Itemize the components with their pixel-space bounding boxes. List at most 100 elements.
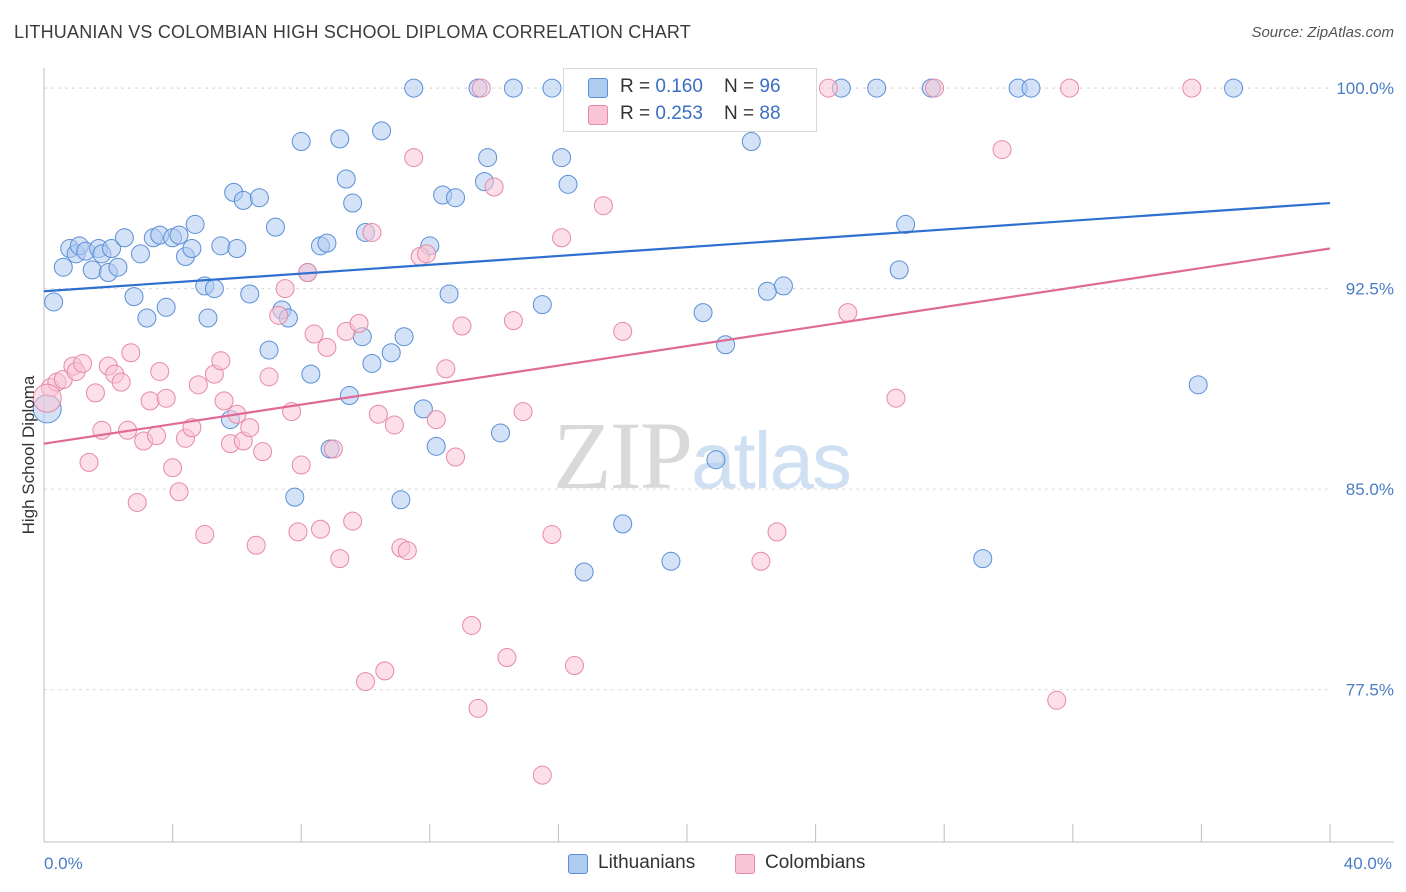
data-point <box>413 399 433 419</box>
data-point <box>121 343 141 363</box>
data-point <box>285 487 305 507</box>
legend-swatch-lithuanians <box>588 78 608 98</box>
data-point <box>532 295 552 315</box>
data-point <box>32 383 62 413</box>
data-point <box>304 324 324 344</box>
data-point <box>552 148 572 168</box>
data-point <box>343 193 363 213</box>
data-point <box>114 228 134 248</box>
data-point <box>593 196 613 216</box>
data-point <box>552 228 572 248</box>
axis-labels: 100.0% 92.5% 85.0% 77.5% 0.0% 40.0% High Schoo… <box>19 79 1394 873</box>
data-point <box>513 402 533 422</box>
data-point <box>867 78 887 98</box>
data-point <box>404 78 424 98</box>
x-tick-label: 40.0% <box>1344 854 1392 873</box>
data-point <box>372 121 392 141</box>
data-point <box>503 311 523 331</box>
data-point <box>558 174 578 194</box>
data-point <box>613 321 633 341</box>
data-point <box>204 279 224 299</box>
data-point <box>195 525 215 545</box>
data-point <box>426 436 446 456</box>
data-point <box>246 535 266 555</box>
data-point <box>391 490 411 510</box>
data-point <box>484 177 504 197</box>
data-point <box>992 140 1012 160</box>
data-point <box>757 281 777 301</box>
data-point <box>1047 690 1067 710</box>
data-point <box>150 361 170 381</box>
source-label: Source: ZipAtlas.com <box>1251 24 1394 41</box>
data-point <box>185 214 205 234</box>
data-point <box>1021 78 1041 98</box>
grid-lines <box>44 87 1332 691</box>
legend-n-value: 96 <box>759 76 781 97</box>
data-point <box>452 316 472 336</box>
data-point <box>124 287 144 307</box>
data-point <box>249 188 269 208</box>
data-point <box>288 522 308 542</box>
data-point <box>542 525 562 545</box>
trend-line-colombians <box>43 247 1331 445</box>
data-point <box>889 260 909 280</box>
legend-label-lithuanians: Lithuanians <box>598 852 696 873</box>
y-tick-label: 85.0% <box>1346 480 1394 499</box>
data-point <box>349 313 369 333</box>
data-point <box>253 442 273 462</box>
data-point <box>1188 375 1208 395</box>
data-point <box>182 418 202 438</box>
data-point <box>356 672 375 692</box>
data-point <box>108 257 128 277</box>
data-point <box>394 327 414 347</box>
data-point <box>227 238 247 258</box>
data-point <box>439 284 459 304</box>
data-point <box>818 78 838 98</box>
data-point <box>85 383 105 403</box>
data-point <box>417 244 437 264</box>
data-point <box>211 236 231 256</box>
data-point <box>323 439 343 459</box>
data-point <box>886 388 906 408</box>
data-point <box>574 562 594 582</box>
data-point <box>362 353 382 373</box>
data-point <box>53 257 73 277</box>
data-point <box>291 132 311 152</box>
data-point <box>503 78 523 98</box>
data-point <box>140 391 160 411</box>
legend-label-colombians: Colombians <box>765 852 866 873</box>
legend-swatch-colombians <box>588 105 608 125</box>
data-point <box>79 452 99 472</box>
chart-title: LITHUANIAN VS COLOMBIAN HIGH SCHOOL DIPL… <box>14 22 691 42</box>
y-tick-label: 100.0% <box>1336 79 1394 98</box>
y-tick-label: 92.5% <box>1346 280 1394 299</box>
data-point <box>269 305 289 325</box>
legend-n-label: N = <box>724 103 760 124</box>
x-tick-label: 0.0% <box>44 854 83 873</box>
data-point <box>163 458 183 478</box>
data-point <box>137 308 157 328</box>
data-point <box>310 519 330 539</box>
data-point <box>613 514 633 534</box>
data-point <box>240 284 260 304</box>
data-point <box>330 129 350 149</box>
data-point <box>896 214 916 234</box>
data-point <box>1182 78 1202 98</box>
data-point <box>693 303 713 323</box>
data-point <box>336 169 356 189</box>
legend-n-label: N = <box>724 76 760 97</box>
data-point <box>214 391 234 411</box>
data-point <box>182 238 202 258</box>
data-point <box>661 551 681 571</box>
series-legend: Lithuanians Colombians <box>0 852 1406 878</box>
y-tick-label: 77.5% <box>1346 681 1394 700</box>
legend-r-value: 0.253 <box>655 103 703 124</box>
data-point <box>44 292 64 312</box>
series-colombians <box>32 78 1202 785</box>
data-point <box>397 541 417 561</box>
data-point <box>291 455 311 475</box>
legend-n-value: 88 <box>759 103 781 124</box>
data-point <box>317 233 337 253</box>
trend-lines <box>43 201 1331 445</box>
data-point <box>130 244 150 264</box>
